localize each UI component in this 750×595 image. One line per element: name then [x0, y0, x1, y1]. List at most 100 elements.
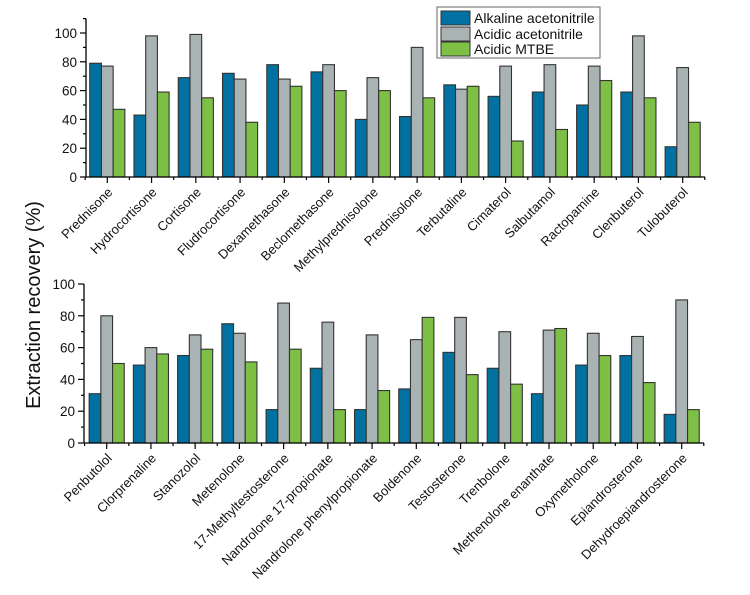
bar-acidic-acetonitrile-methenolone-enanthate: [542, 329, 556, 444]
bar-acidic-acetonitrile-hydrocortisone: [145, 35, 158, 178]
y-tick-label-top: 40: [62, 112, 77, 127]
bar-acidic-mtbe-terbutaline: [466, 85, 480, 178]
y-tick-label-bottom: 100: [52, 277, 75, 292]
bar-acidic-mtbe-cortisone: [201, 97, 214, 178]
bar-acidic-acetonitrile-testosterone: [454, 316, 467, 444]
bar-alkaline-acetonitrile-17-methyltestosterone: [265, 409, 279, 444]
bar-alkaline-acetonitrile-penbutolol: [88, 393, 102, 444]
bar-acidic-acetonitrile-prednisone: [100, 65, 114, 178]
bar-alkaline-acetonitrile-nandrolone-17-propionate: [309, 367, 323, 444]
bar-alkaline-acetonitrile-salbutamol: [531, 91, 545, 178]
bar-alkaline-acetonitrile-clenbuterol: [620, 91, 634, 178]
panel-bottom: 020406080100PenbutololClorprenalineStano…: [52, 277, 705, 582]
bar-acidic-acetonitrile-trenbolone: [498, 331, 512, 444]
y-tick-label-top: 60: [62, 84, 77, 99]
bar-alkaline-acetonitrile-terbutaline: [443, 84, 457, 178]
bar-acidic-mtbe-prednisolone: [422, 97, 436, 178]
bar-acidic-mtbe-dexamethasone: [289, 85, 303, 178]
bar-acidic-mtbe-methenolone-enanthate: [554, 327, 568, 444]
y-tick-label-bottom: 60: [60, 341, 75, 356]
legend-swatch-alkaline-acetonitrile: [440, 10, 471, 26]
bar-acidic-mtbe-prednisone: [112, 108, 126, 178]
legend: Alkaline acetonitrile Acidic acetonitril…: [436, 6, 601, 59]
bar-alkaline-acetonitrile-stanozolol: [177, 354, 190, 444]
bar-alkaline-acetonitrile-methylprednisolone: [354, 118, 368, 178]
legend-swatch-acidic-mtbe: [440, 41, 471, 57]
bar-acidic-acetonitrile-beclomethasone: [322, 64, 335, 178]
bar-alkaline-acetonitrile-prednisone: [89, 62, 102, 178]
bar-alkaline-acetonitrile-boldenone: [398, 388, 412, 444]
bar-acidic-acetonitrile-ractopamine: [587, 65, 601, 178]
y-tick-label-bottom: 40: [60, 372, 75, 387]
bar-acidic-acetonitrile-nandrolone-phenylpropionate: [365, 334, 379, 444]
bar-acidic-acetonitrile-penbutolol: [100, 315, 114, 444]
bar-alkaline-acetonitrile-ractopamine: [576, 104, 589, 178]
bar-acidic-acetonitrile-dehydroepiandrosterone: [675, 299, 689, 444]
bar-acidic-mtbe-metenolone: [244, 361, 258, 444]
bar-alkaline-acetonitrile-epiandrosterone: [619, 354, 633, 444]
bar-acidic-acetonitrile-oxymetholone: [586, 332, 600, 444]
panel-top: 020406080100PrednisoneHydrocortisoneCort…: [54, 18, 706, 275]
bar-alkaline-acetonitrile-cimaterol: [487, 95, 501, 178]
legend-label-alkaline-acetonitrile: Alkaline acetonitrile: [474, 10, 595, 26]
y-tick-label-top: 80: [62, 55, 77, 70]
bar-acidic-acetonitrile-salbutamol: [543, 64, 557, 178]
bar-acidic-acetonitrile-nandrolone-17-propionate: [321, 321, 335, 444]
bar-acidic-mtbe-testosterone: [465, 374, 479, 444]
bar-acidic-acetonitrile-stanozolol: [188, 334, 202, 444]
bar-acidic-mtbe-dehydroepiandrosterone: [686, 409, 700, 444]
bar-acidic-acetonitrile-epiandrosterone: [631, 335, 644, 444]
legend-label-acidic-mtbe: Acidic MTBE: [474, 41, 554, 57]
bar-acidic-mtbe-trenbolone: [510, 383, 523, 444]
bar-alkaline-acetonitrile-oxymetholone: [575, 364, 588, 444]
bar-acidic-acetonitrile-17-methyltestosterone: [277, 302, 291, 444]
bar-acidic-acetonitrile-boldenone: [409, 339, 423, 444]
bar-alkaline-acetonitrile-hydrocortisone: [133, 114, 147, 178]
bar-acidic-acetonitrile-terbutaline: [454, 88, 468, 178]
bar-acidic-acetonitrile-cortisone: [189, 33, 203, 178]
bar-alkaline-acetonitrile-dehydroepiandrosterone: [663, 413, 677, 444]
bar-acidic-acetonitrile-methylprednisolone: [366, 77, 380, 178]
y-tick-label-bottom: 0: [67, 436, 75, 451]
y-tick-label-bottom: 80: [60, 309, 75, 324]
bar-alkaline-acetonitrile-nandrolone-phenylpropionate: [353, 409, 367, 444]
bar-alkaline-acetonitrile-testosterone: [442, 351, 456, 444]
bar-acidic-mtbe-clenbuterol: [643, 97, 657, 178]
bar-acidic-mtbe-nandrolone-17-propionate: [333, 409, 346, 444]
bar-acidic-mtbe-cimaterol: [510, 140, 524, 178]
bar-acidic-mtbe-oxymetholone: [598, 354, 612, 444]
bar-acidic-mtbe-epiandrosterone: [642, 382, 656, 444]
bar-acidic-acetonitrile-metenolone: [232, 332, 246, 444]
bar-acidic-acetonitrile-cimaterol: [499, 65, 513, 178]
bar-acidic-mtbe-boldenone: [421, 316, 435, 444]
bar-acidic-mtbe-ractopamine: [599, 79, 613, 178]
bar-alkaline-acetonitrile-methenolone-enanthate: [530, 393, 544, 444]
bar-acidic-mtbe-penbutolol: [112, 362, 125, 444]
bar-alkaline-acetonitrile-tulobuterol: [664, 146, 678, 178]
bar-alkaline-acetonitrile-metenolone: [221, 323, 235, 444]
bar-acidic-mtbe-beclomethasone: [333, 90, 347, 178]
bar-acidic-mtbe-methylprednisolone: [378, 90, 391, 178]
x-tick-label-methylprednisolone: Methylprednisolone: [291, 185, 381, 275]
bar-alkaline-acetonitrile-trenbolone: [486, 367, 500, 444]
bar-acidic-acetonitrile-fludrocortisone: [233, 78, 247, 178]
bar-acidic-acetonitrile-prednisolone: [410, 46, 424, 178]
bar-acidic-mtbe-nandrolone-phenylpropionate: [377, 389, 391, 444]
bar-acidic-acetonitrile-tulobuterol: [676, 67, 690, 178]
bar-acidic-acetonitrile-clorprenaline: [144, 347, 158, 444]
bar-acidic-mtbe-stanozolol: [200, 348, 214, 444]
bar-acidic-acetonitrile-dexamethasone: [277, 78, 291, 178]
y-tick-label-bottom: 20: [60, 404, 75, 419]
bar-acidic-mtbe-salbutamol: [555, 128, 568, 178]
bar-acidic-mtbe-fludrocortisone: [245, 121, 259, 178]
bar-alkaline-acetonitrile-beclomethasone: [310, 71, 324, 178]
bar-acidic-mtbe-17-methyltestosterone: [288, 348, 302, 444]
y-axis-label: Extraction recovery (%): [23, 201, 45, 409]
legend-label-acidic-acetonitrile: Acidic acetonitrile: [474, 26, 583, 42]
bar-acidic-mtbe-hydrocortisone: [156, 91, 170, 178]
y-tick-label-top: 0: [69, 170, 77, 185]
bar-acidic-acetonitrile-clenbuterol: [632, 35, 645, 178]
bar-acidic-mtbe-tulobuterol: [687, 121, 701, 178]
